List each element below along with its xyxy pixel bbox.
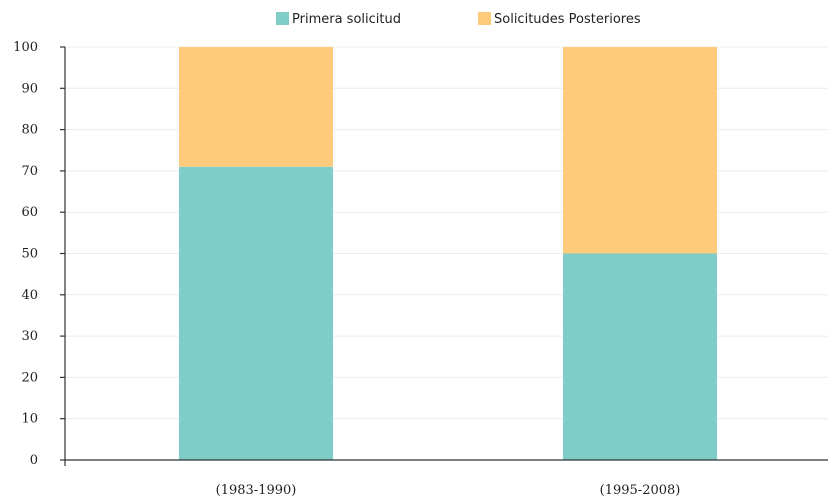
legend-label: Solicitudes Posteriores — [494, 12, 641, 27]
y-tick-label: 60 — [21, 205, 38, 220]
y-tick-label: 50 — [21, 247, 38, 262]
y-tick-label: 80 — [21, 123, 38, 138]
bars — [179, 47, 717, 460]
x-axis-categories: (1983-1990) (1995-2008) — [216, 483, 681, 497]
y-tick-label: 30 — [21, 329, 38, 344]
y-tick-label: 100 — [13, 40, 38, 55]
bar-segment-solicitudes-posteriores — [179, 47, 333, 167]
bar-segment-solicitudes-posteriores — [563, 47, 717, 254]
legend-item-solicitudes-posteriores: Solicitudes Posteriores — [478, 12, 641, 27]
legend-swatch — [478, 12, 491, 25]
y-tick-label: 10 — [21, 412, 38, 427]
x-category-label: (1983-1990) — [216, 483, 297, 497]
x-category-label: (1995-2008) — [600, 483, 681, 497]
legend-label: Primera solicitud — [292, 12, 401, 27]
y-tick-label: 40 — [21, 288, 38, 303]
bar-segment-primera-solicitud — [179, 166, 333, 460]
legend: Primera solicitud Solicitudes Posteriores — [276, 12, 641, 27]
y-tick-label: 70 — [21, 164, 38, 179]
legend-swatch — [276, 12, 289, 25]
y-tick-label: 0 — [30, 453, 38, 468]
y-tick-label: 20 — [21, 370, 38, 385]
bar-segment-primera-solicitud — [563, 253, 717, 460]
axes — [64, 47, 828, 466]
legend-item-primera-solicitud: Primera solicitud — [276, 12, 401, 27]
y-tick-label: 90 — [21, 81, 38, 96]
y-axis-ticks: 0 10 20 30 40 50 60 70 80 90 100 — [13, 40, 65, 468]
